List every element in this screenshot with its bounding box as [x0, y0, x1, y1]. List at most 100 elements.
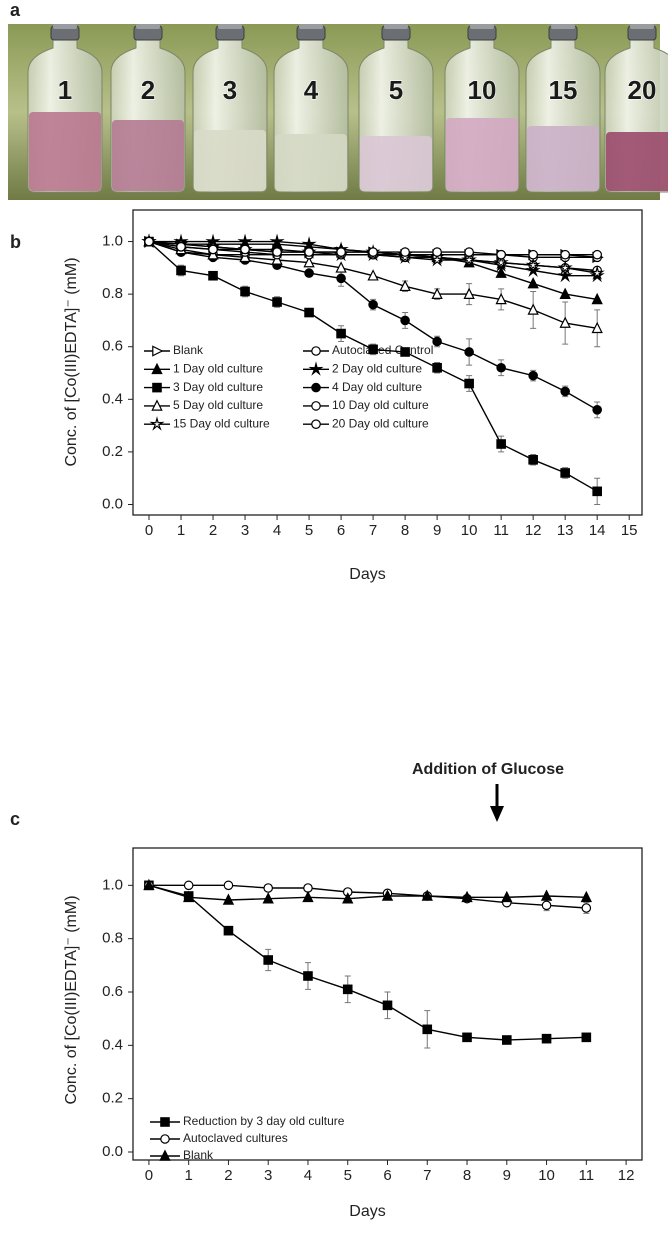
series-line	[148, 884, 587, 909]
legend-entry: Autoclaved cultures	[150, 1131, 288, 1145]
data-point	[429, 251, 445, 267]
bottle-liquid	[446, 118, 518, 191]
data-point	[431, 287, 443, 299]
data-point	[400, 347, 410, 357]
data-point	[501, 890, 513, 903]
bottle: 10	[444, 24, 520, 193]
data-point	[176, 265, 186, 276]
data-point	[527, 303, 539, 315]
plot-frame	[132, 209, 643, 516]
data-point	[272, 247, 282, 257]
y-tick-label: 0.0	[102, 495, 123, 512]
data-point	[304, 307, 314, 318]
legend-entry: 10 Day old culture	[303, 398, 429, 412]
data-point	[528, 370, 538, 381]
y-tick-label: 0.6	[102, 983, 123, 1000]
legend-label: Blank	[183, 1148, 214, 1162]
bottle: 15	[525, 24, 601, 193]
data-point	[263, 955, 274, 965]
y-tick-label: 1.0	[102, 876, 123, 893]
x-tick-label: 3	[241, 522, 249, 539]
x-tick-label: 0	[145, 1167, 153, 1184]
data-point	[304, 268, 314, 278]
data-point	[223, 925, 234, 936]
data-point	[432, 336, 442, 347]
legend-marker	[311, 382, 321, 393]
data-point	[501, 1035, 512, 1045]
y-axis-label: Conc. of [Co(III)EDTA]⁻ (mM)	[63, 257, 80, 466]
data-point	[240, 286, 250, 297]
legend-label: 4 Day old culture	[332, 380, 422, 394]
data-point	[525, 257, 541, 272]
x-tick-label: 9	[503, 1167, 511, 1184]
cap-top	[299, 24, 323, 29]
x-tick-label: 1	[177, 522, 185, 539]
bottle: 4	[273, 24, 349, 193]
y-tick-label: 0.6	[102, 338, 123, 355]
data-point	[495, 292, 507, 305]
bottle: 1	[27, 24, 103, 193]
legend-entry: 3 Day old culture	[144, 380, 263, 394]
legend-label: 20 Day old culture	[332, 416, 429, 430]
data-point	[223, 880, 234, 891]
bottle-label: 4	[304, 75, 319, 105]
annotation-text: Addition of Glucose	[412, 761, 564, 778]
data-point	[496, 249, 506, 260]
y-tick-label: 0.8	[102, 285, 123, 302]
x-tick-label: 6	[337, 522, 345, 539]
legend-entry: 4 Day old culture	[303, 380, 422, 394]
legend-label: 15 Day old culture	[173, 416, 270, 430]
data-point	[144, 236, 154, 247]
data-point	[560, 386, 570, 397]
legend-label: Autoclaved cultures	[183, 1131, 288, 1145]
data-point	[208, 244, 218, 255]
data-point	[464, 347, 474, 357]
x-tick-label: 9	[433, 522, 441, 539]
data-point	[462, 1032, 472, 1043]
bottle: 5	[358, 24, 434, 193]
data-point	[464, 247, 474, 257]
legend-entry: Autoclaved Control	[303, 343, 433, 357]
data-point	[399, 279, 411, 292]
data-point	[557, 267, 573, 283]
annotation: Addition of Glucose	[412, 761, 564, 822]
bottle-label: 15	[549, 75, 578, 105]
data-point	[559, 316, 571, 328]
data-point	[589, 265, 605, 280]
data-point	[176, 242, 186, 252]
data-point	[382, 1000, 393, 1011]
data-point	[422, 1024, 433, 1035]
legend-marker	[308, 361, 324, 376]
x-tick-label: 4	[304, 1167, 312, 1184]
data-point	[400, 247, 410, 257]
data-point	[240, 244, 250, 255]
data-point	[591, 321, 603, 334]
data-point	[302, 890, 314, 903]
x-tick-label: 0	[145, 522, 153, 539]
data-point	[559, 287, 571, 299]
data-point	[367, 269, 379, 281]
x-tick-label: 7	[369, 522, 377, 539]
legend-marker	[152, 382, 162, 393]
panel-label: a	[10, 0, 21, 20]
legend-marker	[159, 1149, 171, 1161]
series	[144, 236, 602, 260]
x-tick-label: 4	[273, 522, 281, 539]
legend-marker	[151, 362, 163, 375]
data-point	[183, 890, 195, 903]
data-point	[432, 362, 442, 373]
series	[144, 880, 592, 1049]
bottle-label: 2	[141, 75, 155, 105]
legend-marker	[149, 416, 165, 431]
bottle-label: 1	[58, 75, 72, 105]
y-tick-label: 0.4	[102, 390, 123, 407]
legend-label: Blank	[173, 343, 204, 357]
legend-marker	[152, 345, 164, 357]
cap-top	[384, 24, 408, 29]
legend-entry: 1 Day old culture	[144, 361, 263, 375]
data-point	[336, 273, 346, 284]
bottle-label: 20	[628, 75, 657, 105]
x-tick-label: 15	[621, 522, 638, 539]
y-axis-label: Conc. of [Co(III)EDTA]⁻ (mM)	[63, 895, 80, 1104]
